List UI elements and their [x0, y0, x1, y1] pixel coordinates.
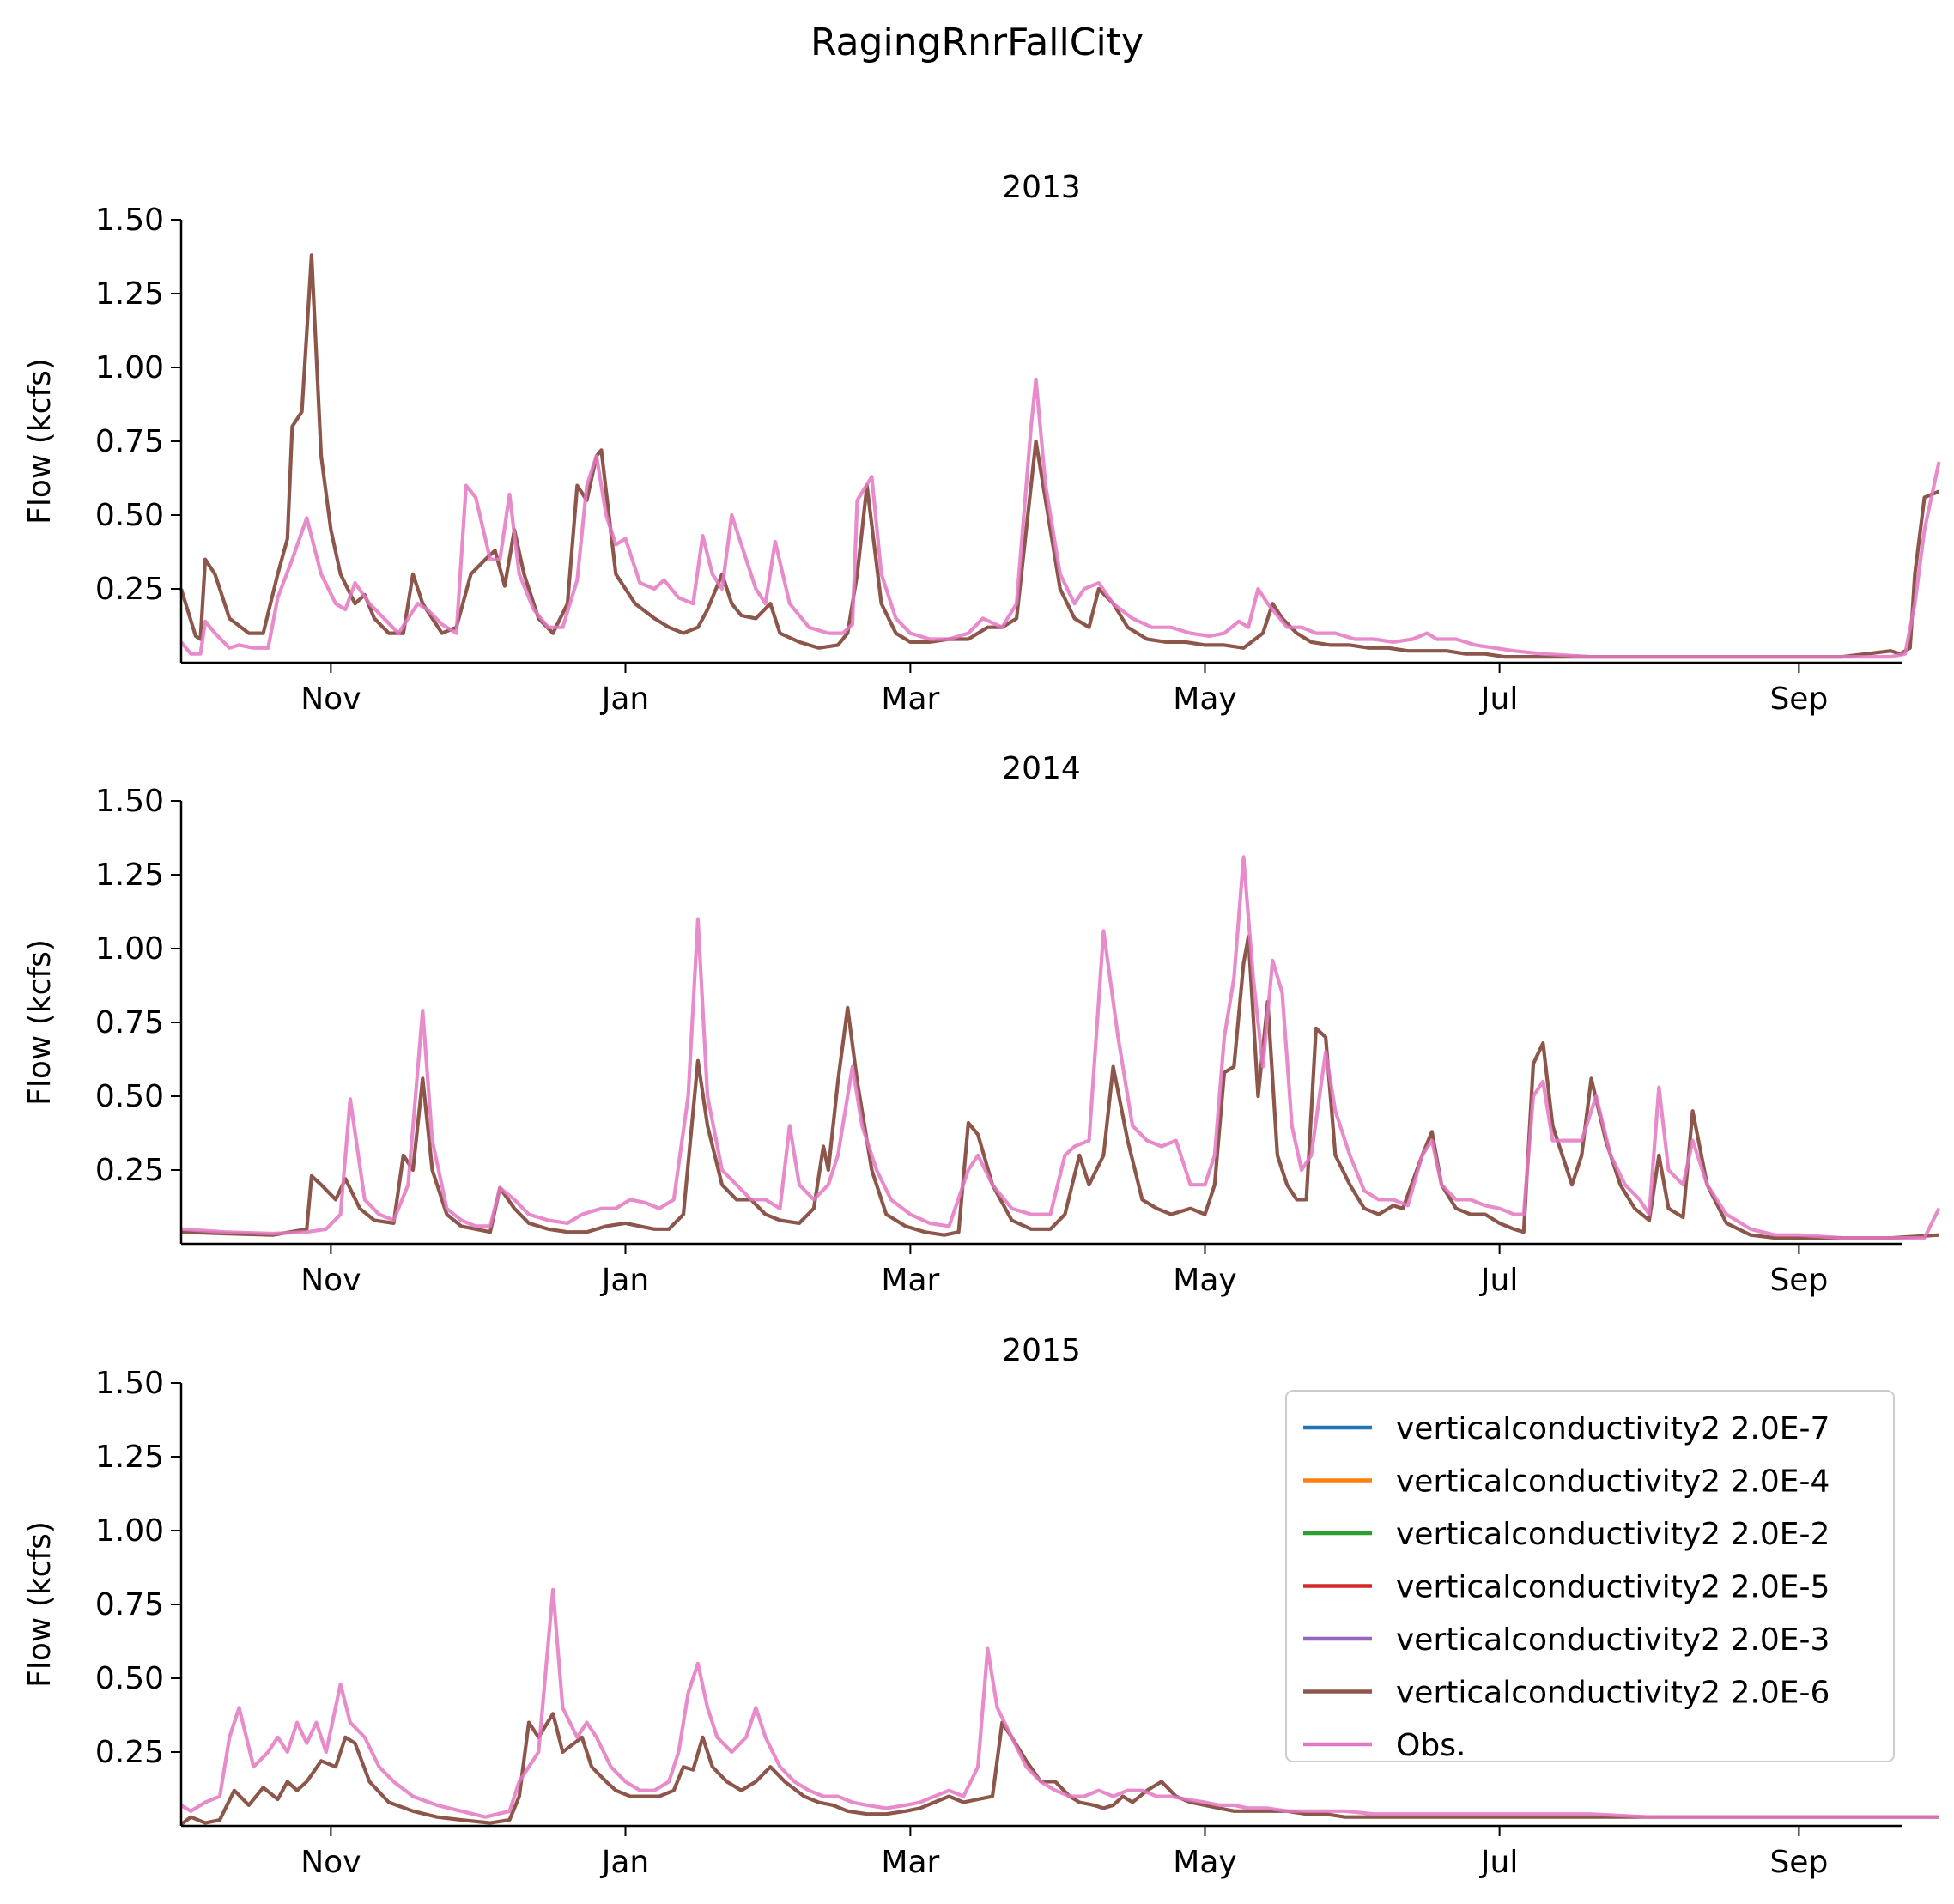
- subplot-2013: 2013 Flow (kcfs) 0.25 0.50 0.75 1.00 1.25 1.50 N…: [22, 170, 1941, 717]
- x-tick-label: Sep: [1769, 1263, 1828, 1298]
- subplot-2014: 2014 Flow (kcfs) 0.25 0.50 0.75 1.00 1.25 1.50 N…: [22, 751, 1941, 1298]
- x-tick-label: May: [1173, 1263, 1236, 1298]
- x-tick-label: Nov: [300, 1263, 361, 1298]
- y-tick-label: 0.25: [95, 1153, 164, 1188]
- y-tick-label: 1.50: [95, 784, 164, 819]
- series-line-vc2-2e-6: [179, 253, 1940, 659]
- y-tick-label: 1.50: [95, 203, 164, 238]
- legend-label: verticalconductivity2 2.0E-4: [1396, 1464, 1830, 1500]
- y-tick-label: 1.50: [95, 1366, 164, 1401]
- y-tick-label: 1.25: [95, 276, 164, 312]
- x-tick-label: Nov: [300, 682, 361, 717]
- x-tick-label: Jul: [1479, 682, 1518, 717]
- y-tick-label: 1.00: [95, 1513, 164, 1549]
- series-line-obs: [179, 377, 1941, 659]
- y-tick-label: 0.75: [95, 424, 164, 459]
- y-tick-label: 1.00: [95, 350, 164, 385]
- subplot-title: 2013: [1002, 170, 1081, 205]
- x-tick-label: Sep: [1769, 1845, 1828, 1880]
- y-tick-label: 1.00: [95, 931, 164, 967]
- legend-label: verticalconductivity2 2.0E-6: [1396, 1676, 1830, 1711]
- figure-title: RagingRnrFallCity: [810, 21, 1144, 64]
- y-tick-label: 0.75: [95, 1005, 164, 1040]
- legend-label: verticalconductivity2 2.0E-3: [1396, 1622, 1830, 1658]
- series-line-vc2-2e-6: [180, 935, 1939, 1240]
- legend-label: Obs.: [1396, 1728, 1466, 1763]
- x-tick-label: Nov: [300, 1845, 361, 1880]
- y-tick-label: 0.25: [95, 572, 164, 607]
- y-tick-label: 0.50: [95, 1661, 164, 1696]
- legend-label: verticalconductivity2 2.0E-7: [1396, 1411, 1830, 1446]
- subplot-title: 2015: [1002, 1333, 1081, 1368]
- y-tick-label: 0.50: [95, 498, 164, 533]
- subplot-title: 2014: [1002, 751, 1081, 786]
- y-tick-label: 1.25: [95, 858, 164, 893]
- x-tick-label: Mar: [881, 682, 939, 717]
- legend-label: verticalconductivity2 2.0E-2: [1396, 1517, 1830, 1552]
- x-tick-label: Mar: [881, 1845, 939, 1880]
- x-tick-label: Mar: [881, 1263, 939, 1298]
- y-axis-label: Flow (kcfs): [22, 1521, 58, 1688]
- x-tick-label: Jan: [600, 682, 650, 717]
- y-tick-label: 1.25: [95, 1440, 164, 1475]
- legend-frame: [1285, 1390, 1895, 1762]
- x-tick-label: May: [1173, 682, 1236, 717]
- y-axis-label: Flow (kcfs): [22, 939, 58, 1106]
- x-tick-label: Jan: [600, 1263, 650, 1298]
- series-line-vc2-2e-6: [179, 1712, 1939, 1826]
- x-tick-label: May: [1173, 1845, 1236, 1880]
- y-tick-label: 0.25: [95, 1735, 164, 1770]
- y-tick-label: 0.50: [95, 1079, 164, 1114]
- legend: verticalconductivity2 2.0E-7 verticalcond…: [1285, 1390, 1895, 1763]
- x-tick-label: Jul: [1479, 1263, 1518, 1298]
- series-line-obs: [180, 855, 1941, 1240]
- series-line-obs: [179, 1587, 1939, 1819]
- x-tick-label: Sep: [1769, 682, 1828, 717]
- x-tick-label: Jul: [1479, 1845, 1518, 1880]
- y-axis-label: Flow (kcfs): [22, 358, 58, 525]
- legend-label: verticalconductivity2 2.0E-5: [1396, 1570, 1830, 1605]
- x-tick-label: Jan: [600, 1845, 650, 1880]
- y-tick-label: 0.75: [95, 1587, 164, 1622]
- subplot-2015: 2015 Flow (kcfs) 0.25 0.50 0.75 1.00 1.25 1.50 N…: [22, 1333, 1939, 1880]
